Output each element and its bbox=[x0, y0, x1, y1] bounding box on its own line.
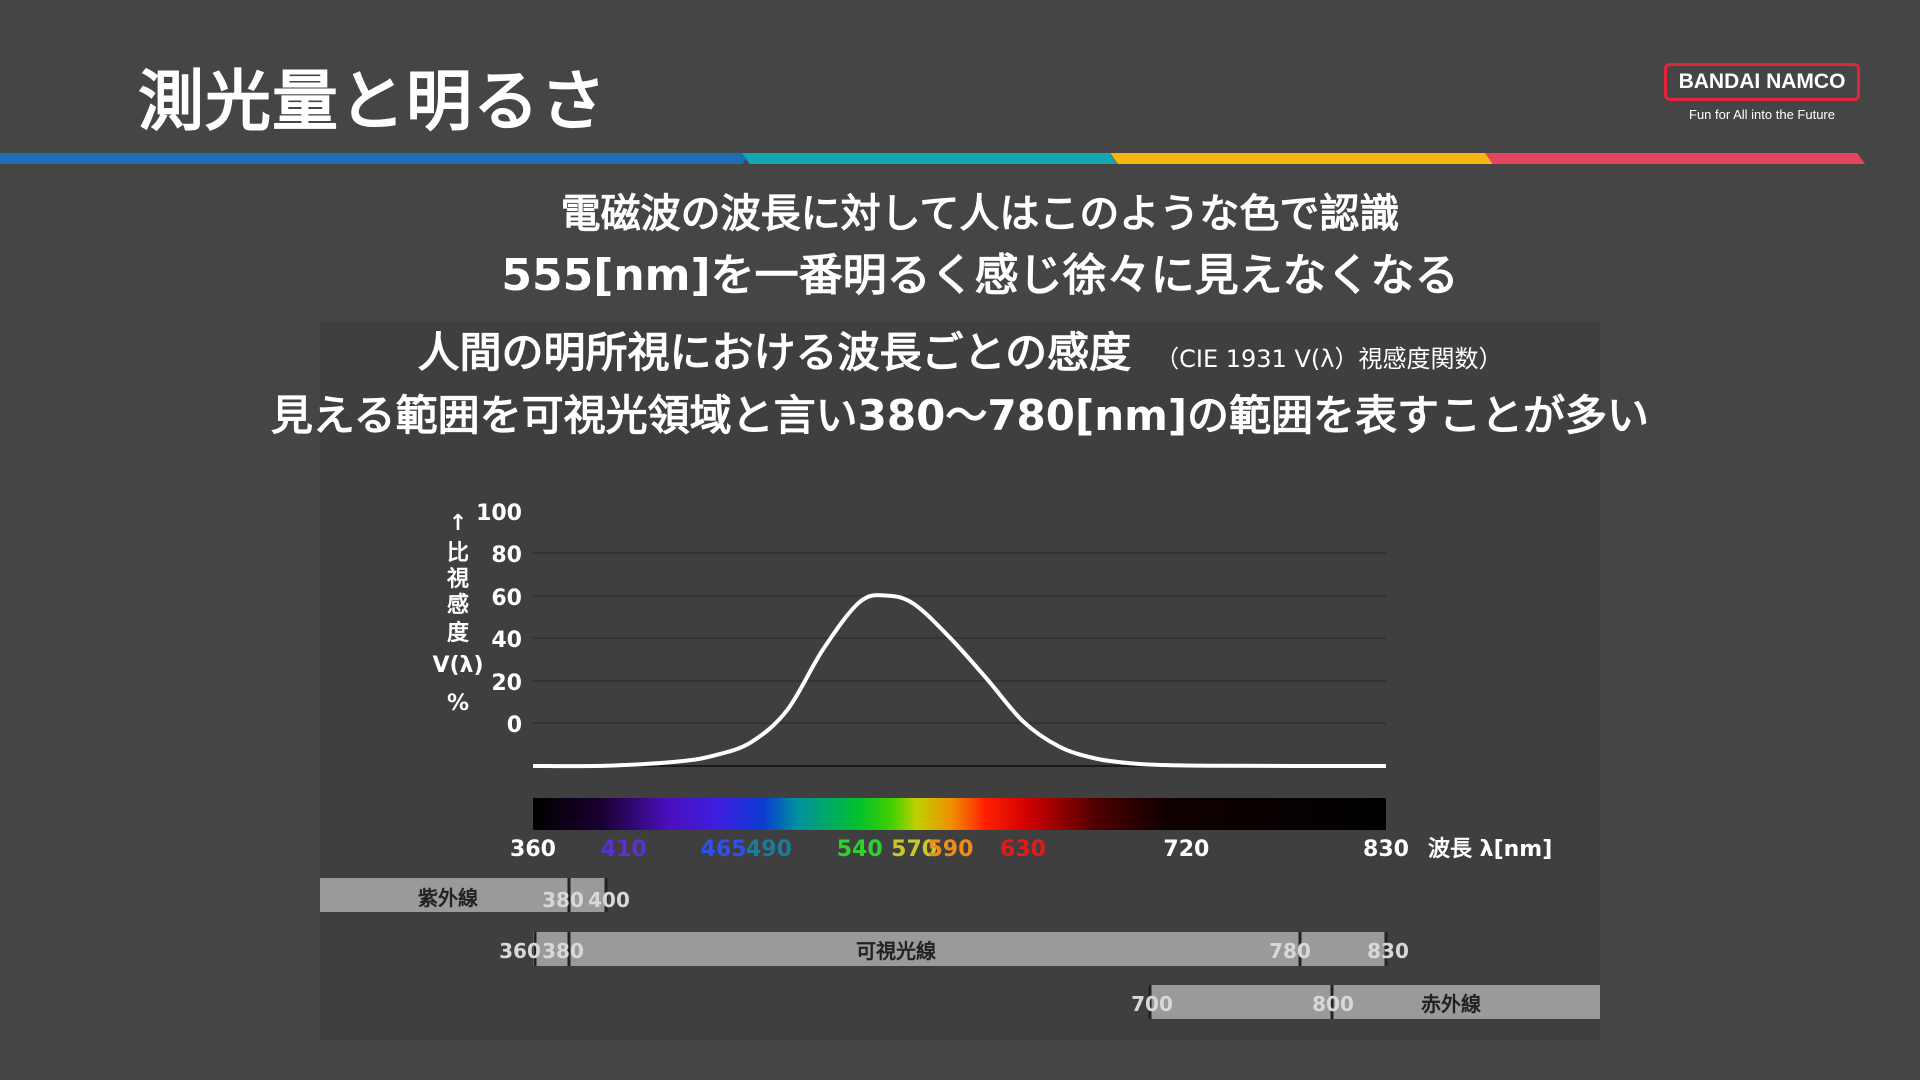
visible-end-label: 780 bbox=[1269, 939, 1311, 963]
visible-start-label: 360 bbox=[499, 939, 541, 963]
ir-mid-label: 800 bbox=[1312, 992, 1354, 1016]
x-tick-label: 360 bbox=[510, 837, 556, 862]
uv-range-bar bbox=[320, 878, 606, 912]
stripe-yellow bbox=[1110, 153, 1495, 164]
visible-end-label-2: 830 bbox=[1367, 939, 1409, 963]
figure-heading-main: 人間の明所視における波長ごとの感度 bbox=[417, 328, 1132, 377]
x-tick-label: 830 bbox=[1363, 837, 1409, 862]
caption-line-4: 見える範囲を可視光領域と言い380～780[nm]の範囲を表すことが多い bbox=[270, 391, 1650, 440]
y-axis-label-char: 視 bbox=[447, 567, 469, 592]
uv-end-label: 400 bbox=[588, 888, 630, 912]
x-tick-label: 630 bbox=[1000, 837, 1046, 862]
ir-range-bar bbox=[1150, 985, 1600, 1019]
y-tick-label: 0 bbox=[507, 713, 522, 738]
uv-range-label: 紫外線 bbox=[418, 886, 478, 910]
y-tick-label: 100 bbox=[476, 501, 522, 526]
figure-heading-sub: （CIE 1931 V(λ）視感度関数） bbox=[1155, 345, 1503, 373]
logo-wordmark: BANDAI NAMCO bbox=[1664, 63, 1860, 101]
x-tick-label: 720 bbox=[1163, 837, 1209, 862]
stripe-red bbox=[1485, 153, 1865, 164]
spectrum-bar bbox=[533, 798, 1386, 830]
x-tick-label: 465 bbox=[701, 837, 747, 862]
y-tick-label: 40 bbox=[491, 628, 522, 653]
y-axis-label-char: 度 bbox=[447, 620, 470, 646]
y-tick-label: 80 bbox=[491, 543, 522, 568]
x-tick-label: 540 bbox=[837, 837, 883, 862]
brand-logo: BANDAI NAMCO Fun for All into the Future bbox=[1664, 63, 1864, 125]
x-tick-label: 410 bbox=[601, 837, 647, 862]
slide-title: 測光量と明るさ bbox=[138, 63, 607, 140]
x-axis-label: 波長 λ[nm] bbox=[1428, 837, 1552, 862]
stripe-blue bbox=[0, 153, 750, 164]
visible-range-bar bbox=[533, 932, 1386, 966]
x-tick-label: 570 bbox=[891, 837, 937, 862]
ir-range-label: 赤外線 bbox=[1421, 992, 1481, 1016]
y-axis-label-char: ↑ bbox=[449, 511, 467, 536]
logo-tagline: Fun for All into the Future bbox=[1689, 107, 1835, 122]
chart-gridlines bbox=[533, 552, 1386, 767]
luminosity-curve bbox=[532, 593, 1386, 769]
ir-start-label: 700 bbox=[1131, 992, 1173, 1016]
y-axis-label-char: 比 bbox=[447, 541, 469, 566]
visible-start-label-2: 380 bbox=[542, 939, 584, 963]
x-tick-label: 490 bbox=[746, 837, 792, 862]
x-tick-label: 590 bbox=[927, 837, 973, 862]
y-axis-label-char: V(λ) bbox=[432, 653, 483, 678]
stripe-teal bbox=[742, 153, 1117, 164]
uv-start-label: 380 bbox=[542, 888, 584, 912]
y-tick-label: 20 bbox=[491, 671, 522, 696]
y-axis-label-char: 感 bbox=[447, 592, 469, 618]
chart-y-ticks: 100 80 60 40 20 0 bbox=[476, 501, 522, 738]
y-tick-label: 60 bbox=[491, 586, 522, 611]
figure-heading: 人間の明所視における波長ごとの感度 （CIE 1931 V(λ）視感度関数） bbox=[0, 325, 1920, 390]
y-axis-label-char: % bbox=[447, 691, 469, 716]
caption-line-1: 電磁波の波長に対して人はこのような色で認識 bbox=[560, 191, 1400, 237]
caption-line-2: 555[nm]を一番明るく感じ徐々に見えなくなる bbox=[501, 250, 1459, 301]
visible-range-label: 可視光線 bbox=[856, 939, 936, 963]
